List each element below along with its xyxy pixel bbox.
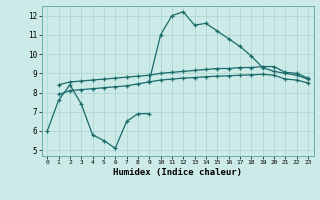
X-axis label: Humidex (Indice chaleur): Humidex (Indice chaleur) xyxy=(113,168,242,177)
